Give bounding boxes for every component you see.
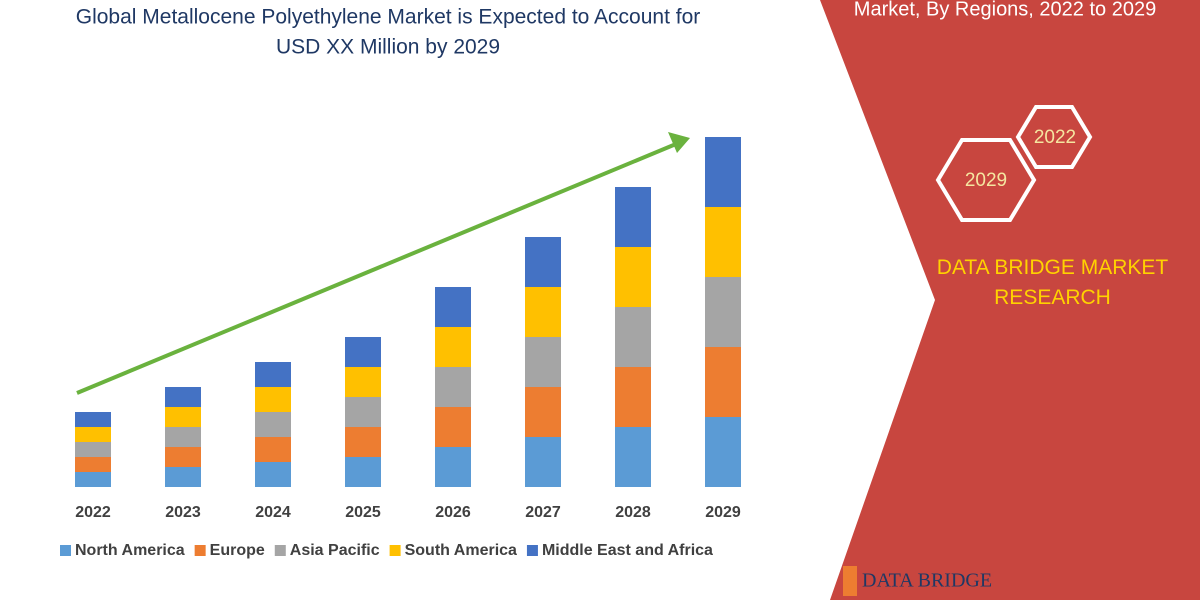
x-tick-label: 2028 [615, 504, 651, 521]
bar-segment [345, 397, 381, 427]
bar-segment [255, 362, 291, 387]
bar-segment [705, 417, 741, 487]
legend-swatch [194, 545, 206, 556]
bar-segment [75, 442, 111, 457]
logo-icon [843, 566, 857, 596]
bar-segment [345, 457, 381, 487]
bar-segment [345, 367, 381, 397]
hex-label: 2022 [1034, 127, 1076, 148]
bar-segment [435, 287, 471, 327]
bar-segment [165, 407, 201, 427]
trend-arrow [76, 142, 677, 395]
bar-segment [255, 387, 291, 412]
legend-label: North America [75, 542, 185, 559]
bar-segment [705, 207, 741, 277]
legend-swatch [526, 545, 538, 556]
legend-label: Middle East and Africa [542, 542, 713, 559]
bar-segment [705, 137, 741, 207]
bar-segment [345, 337, 381, 367]
legend-swatch [274, 545, 286, 556]
bar-segment [165, 387, 201, 407]
bar-segment [615, 307, 651, 367]
bar-segment [255, 412, 291, 437]
chart-title: USD XX Million by 2029 [276, 36, 500, 59]
hexagon [1015, 105, 1093, 169]
hexagon [935, 138, 1037, 222]
bar-segment [435, 407, 471, 447]
x-tick-label: 2029 [705, 504, 741, 521]
bar-segment [75, 457, 111, 472]
hex-label: 2029 [965, 170, 1007, 191]
x-tick-label: 2023 [165, 504, 201, 521]
bar-segment [345, 427, 381, 457]
bar-segment [255, 462, 291, 487]
bar-segment [525, 387, 561, 437]
legend-swatch [60, 545, 71, 556]
plot: 2022 2023 2024 2025 2026 2027 2028 2029 North Am… [60, 137, 741, 559]
bar-segment [615, 367, 651, 427]
bar-segment [525, 287, 561, 337]
chart-title: Global Metallocene Polyethylene Market i… [76, 6, 701, 29]
x-tick-label: 2025 [345, 504, 381, 521]
trend-arrow-head [668, 132, 690, 153]
side-panel [820, 0, 1200, 600]
bar-segment [75, 412, 111, 427]
chart-subtitle: Market, By Regions, 2022 to 2029 [854, 0, 1156, 20]
x-tick-label: 2022 [75, 504, 111, 521]
bar-segment [435, 367, 471, 407]
legend-swatch [389, 545, 401, 556]
bar-segment [525, 237, 561, 287]
bar-segment [75, 427, 111, 442]
bar-segment [255, 437, 291, 462]
bar-segment [705, 277, 741, 347]
bar-segment [165, 427, 201, 447]
bar-segment [435, 327, 471, 367]
logo-text: DATA BRIDGE [862, 570, 992, 592]
bar-segment [615, 187, 651, 247]
bar-segment [525, 437, 561, 487]
bar-segment [165, 447, 201, 467]
bar-segment [435, 447, 471, 487]
bar-segment [615, 427, 651, 487]
x-tick-label: 2027 [525, 504, 561, 521]
x-tick-label: 2024 [255, 504, 291, 521]
bar-segment [75, 472, 111, 487]
bar-segment [525, 337, 561, 387]
legend-label: Asia Pacific [290, 542, 380, 559]
bar-segment [705, 347, 741, 417]
bar-segment [165, 467, 201, 487]
brand-text: DATA BRIDGE MARKET RESEARCH [936, 256, 1169, 309]
legend-label: South America [405, 542, 517, 559]
x-tick-label: 2026 [435, 504, 471, 521]
legend-label: Europe [210, 542, 265, 559]
bar-segment [615, 247, 651, 307]
